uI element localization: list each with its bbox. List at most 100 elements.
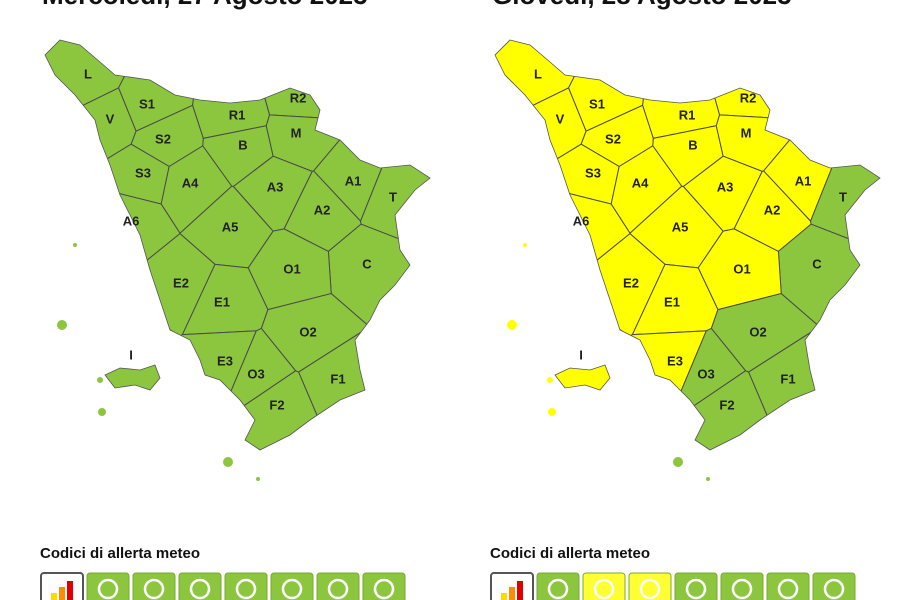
icon-glyph (547, 578, 569, 600)
zone-label: V (106, 111, 115, 126)
zone-label: R1 (679, 107, 696, 122)
zone-label: O3 (247, 366, 264, 381)
icon-glyph (235, 578, 257, 600)
icon-glyph (327, 578, 349, 600)
zone-label: V (556, 111, 565, 126)
alert-bar (501, 593, 507, 600)
zone-label: F2 (269, 397, 284, 412)
zone-label: F2 (719, 397, 734, 412)
zone-label: S3 (135, 165, 151, 180)
zone-label: I (579, 347, 583, 362)
zone-label: A3 (717, 179, 734, 194)
outline-border (44, 39, 431, 451)
legend-title: Codici di allerta meteo (40, 545, 200, 562)
alert-icon (766, 572, 810, 600)
alert-icon (582, 572, 626, 600)
alert-bar (517, 581, 523, 600)
map-title: Giovedì, 28 Agosto 2025 (492, 0, 792, 10)
zone-area (495, 288, 630, 481)
zone-label: S3 (585, 165, 601, 180)
outline-border (494, 39, 881, 451)
zone-label: B (238, 137, 247, 152)
zone-label: A4 (632, 175, 649, 190)
zone-label: R2 (290, 90, 307, 105)
alert-icon (86, 572, 130, 600)
zone-area (236, 40, 430, 121)
icon-glyph (777, 578, 799, 600)
zone-label: A1 (795, 173, 812, 188)
zone-label: O2 (299, 324, 316, 339)
zone-label: R2 (740, 90, 757, 105)
zone-label: O1 (283, 261, 300, 276)
zone-label: A6 (123, 213, 140, 228)
elba-border (104, 364, 161, 391)
zone-label: A2 (764, 202, 781, 217)
zone-label: F1 (330, 371, 345, 386)
zone-label: E3 (217, 353, 233, 368)
zones (495, 40, 880, 481)
zone-label: S1 (139, 96, 155, 111)
alert-icon (224, 572, 268, 600)
zone-label: R1 (229, 107, 246, 122)
icon-glyph (189, 578, 211, 600)
alert-bar (509, 587, 515, 600)
zone-area (45, 288, 180, 481)
zone-label: S1 (589, 96, 605, 111)
zone-label: A2 (314, 202, 331, 217)
zone-label: S2 (605, 131, 621, 146)
zone-label: S2 (155, 131, 171, 146)
alert-icon (362, 572, 406, 600)
alert-icon (628, 572, 672, 600)
zone-label: E2 (173, 275, 189, 290)
zone-label: L (84, 66, 92, 81)
map-title: Mercoledì, 27 Agosto 2025 (42, 0, 368, 10)
icon-glyph (373, 578, 395, 600)
zone-label: M (291, 125, 302, 140)
icon-glyph (685, 578, 707, 600)
alert-icon (270, 572, 314, 600)
zone-label: A3 (267, 179, 284, 194)
zone-label: I (129, 347, 133, 362)
zone-label: C (362, 256, 372, 271)
zone-label: C (812, 256, 822, 271)
zone-label: M (741, 125, 752, 140)
map: Giovedì, 28 Agosto 2025 L S1 V S2 R1 R2 B M S3 A4 A… (490, 0, 881, 600)
zone-label: F1 (780, 371, 795, 386)
zone-label: A6 (573, 213, 590, 228)
elba-border (554, 364, 611, 391)
icon-glyph (593, 578, 615, 600)
icon-glyph (731, 578, 753, 600)
zone-label: T (839, 189, 847, 204)
zone-label: O2 (749, 324, 766, 339)
alert-bar (51, 593, 57, 600)
zone-label: O1 (733, 261, 750, 276)
zone-label: A5 (222, 219, 239, 234)
icon-glyph (97, 578, 119, 600)
zone-area (360, 40, 430, 264)
icon-glyph (143, 578, 165, 600)
alert-icon (536, 572, 580, 600)
zone-label: E3 (667, 353, 683, 368)
alert-icon (178, 572, 222, 600)
alert-icon (720, 572, 764, 600)
alert-bar (67, 581, 73, 600)
zone-label: A4 (182, 175, 199, 190)
icon-glyph (639, 578, 661, 600)
zone-label: T (389, 189, 397, 204)
zone-label: E2 (623, 275, 639, 290)
alert-icon (132, 572, 176, 600)
zone-area (686, 40, 880, 121)
zone-label: A1 (345, 173, 362, 188)
icon-glyph (281, 578, 303, 600)
alert-bar (59, 587, 65, 600)
zone-label: B (688, 137, 697, 152)
zone-label: E1 (664, 294, 680, 309)
alert-icon (812, 572, 856, 600)
zone-label: O3 (697, 366, 714, 381)
alert-icon (316, 572, 360, 600)
icon-glyph (823, 578, 845, 600)
zone-label: E1 (214, 294, 230, 309)
zone-label: L (534, 66, 542, 81)
alert-icon (674, 572, 718, 600)
